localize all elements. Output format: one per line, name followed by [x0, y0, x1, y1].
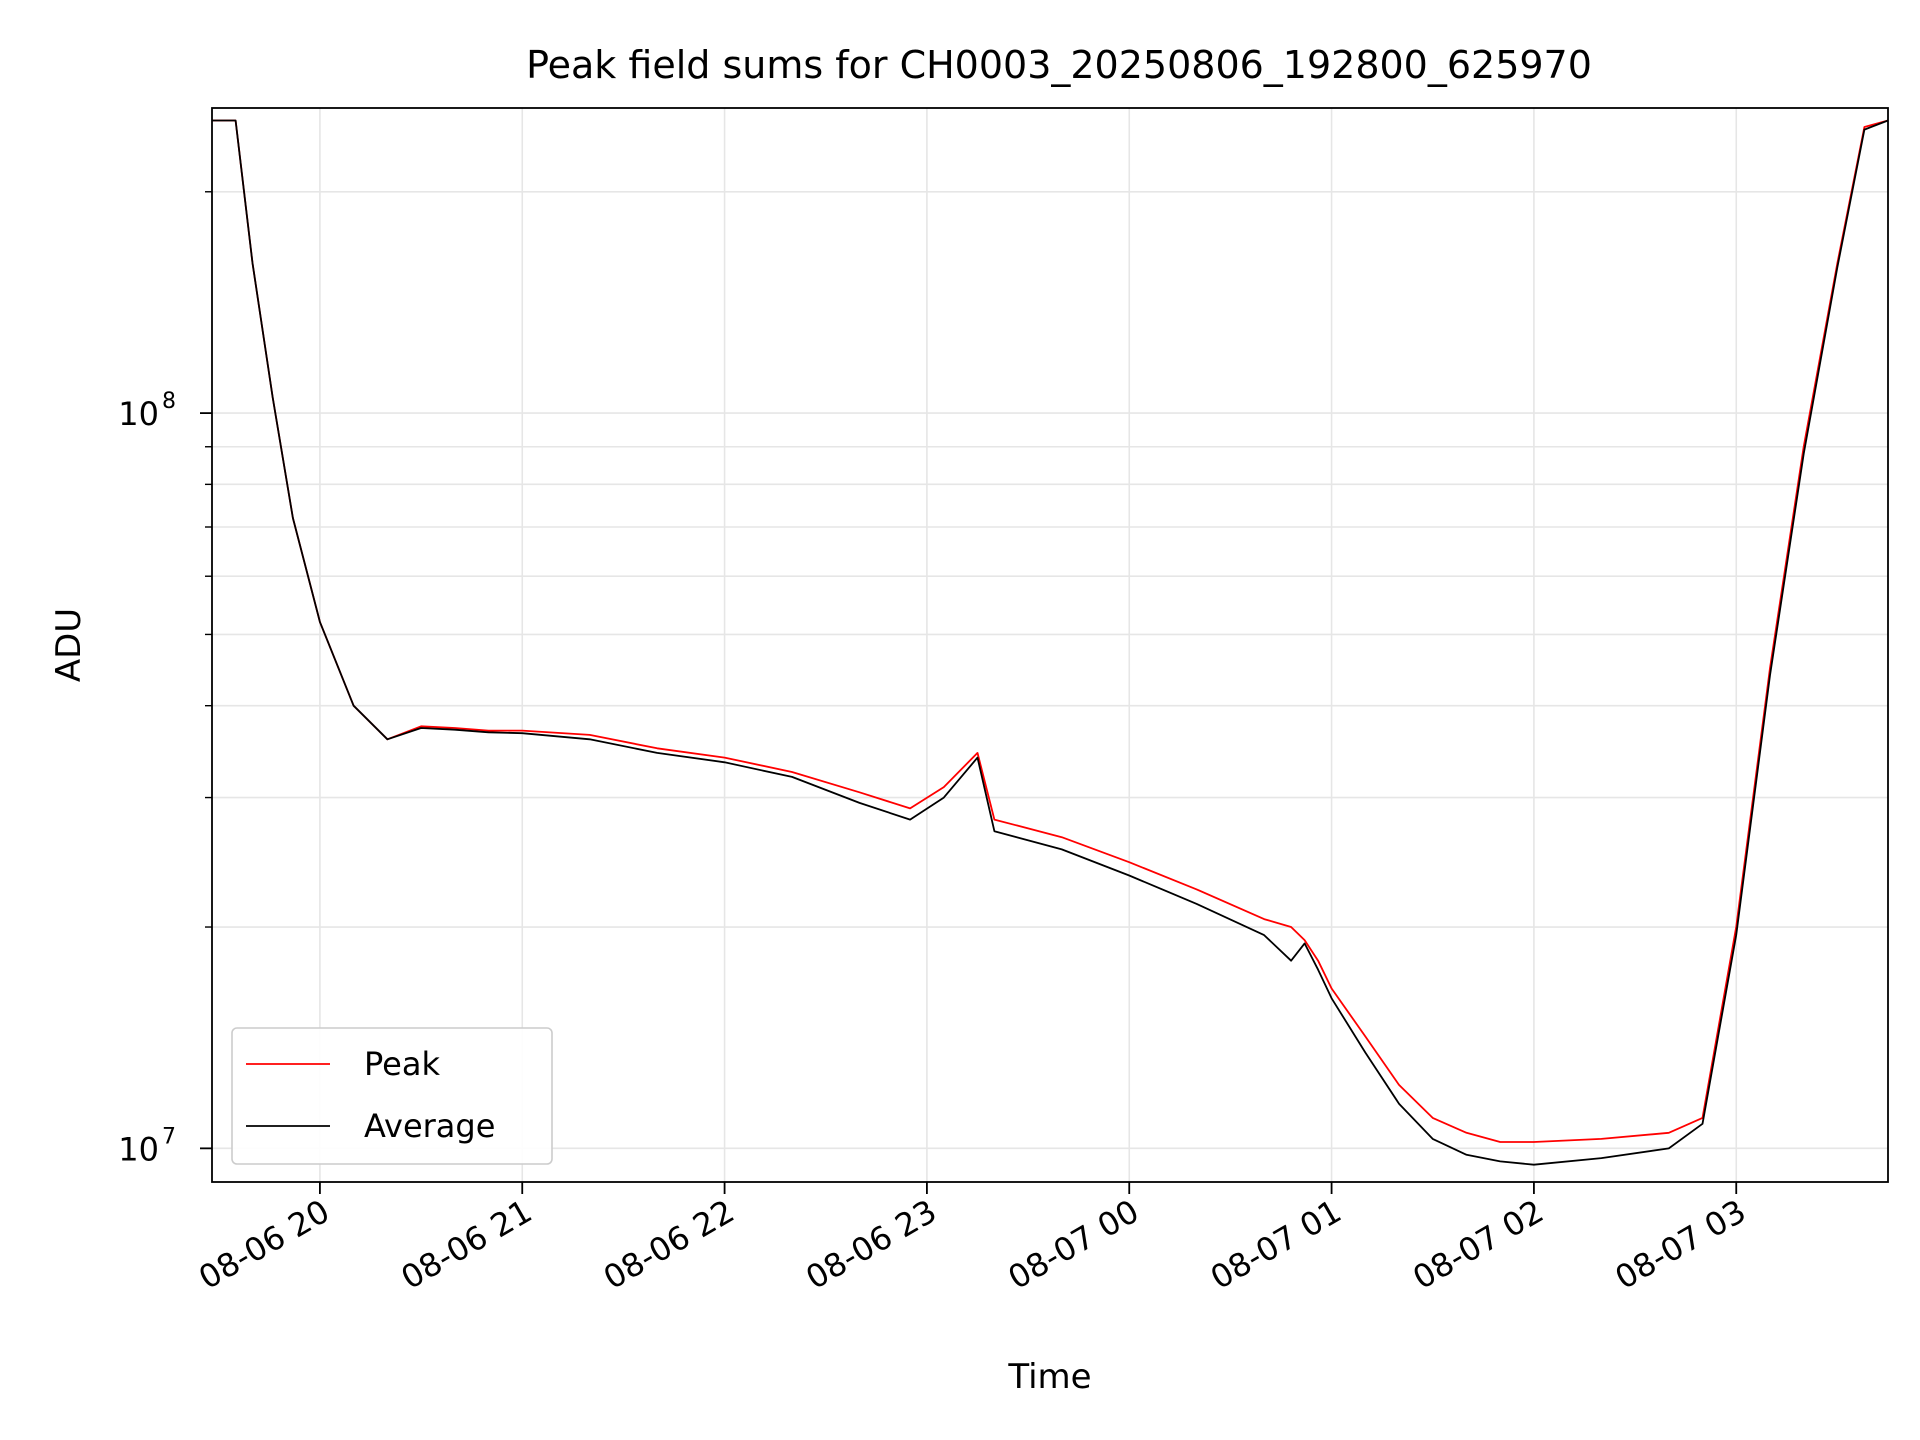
y-tick-label-exponent: 7: [162, 1124, 176, 1149]
y-tick-label-base: 10: [118, 395, 159, 433]
series-line-average: [212, 119, 1889, 1166]
legend-label: Average: [364, 1107, 495, 1145]
y-tick-label-exponent: 8: [162, 389, 176, 414]
legend: Peak Average: [231, 1027, 553, 1165]
chart-title: Peak field sums for CH0003_20250806_1928…: [526, 43, 1592, 87]
y-axis-label: ADU: [49, 608, 89, 682]
plot-frame: [211, 107, 1889, 1183]
y-tick-label-base: 10: [118, 1130, 159, 1168]
series-layer: [212, 119, 1889, 1166]
legend-label: Peak: [364, 1045, 440, 1083]
legend-box: [231, 1027, 553, 1165]
x-axis-label: Time: [1007, 1357, 1091, 1397]
grid-layer: [212, 108, 1888, 1182]
